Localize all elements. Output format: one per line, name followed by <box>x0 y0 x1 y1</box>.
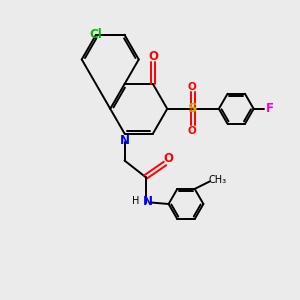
Text: H: H <box>132 196 140 206</box>
Text: F: F <box>266 102 274 115</box>
Text: CH₃: CH₃ <box>208 175 226 185</box>
Text: O: O <box>188 126 197 136</box>
Text: Cl: Cl <box>89 28 102 41</box>
Text: O: O <box>188 82 197 92</box>
Text: O: O <box>148 50 158 63</box>
Text: N: N <box>120 134 130 147</box>
Text: N: N <box>143 195 153 208</box>
Text: O: O <box>163 152 173 166</box>
Text: S: S <box>188 102 198 115</box>
